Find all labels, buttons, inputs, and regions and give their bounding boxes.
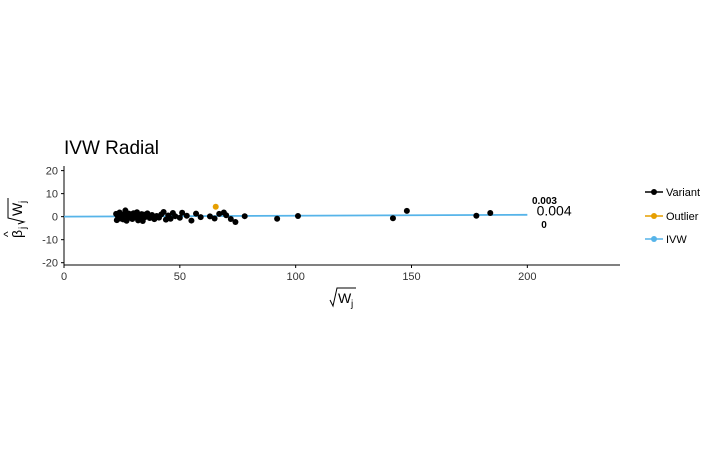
variant-point [241,213,248,220]
x-tick-label: 0 [61,271,67,283]
variant-point [294,212,301,219]
data-points-layer [113,203,494,225]
variant-point [172,213,179,220]
variant-point [274,215,281,222]
x-tick-label: 100 [286,271,304,283]
y-tick-label: -10 [42,235,58,247]
variant-point [144,210,151,217]
legend-item-variant: Variant [645,187,700,199]
svg-text:W: W [9,202,25,216]
svg-text:j: j [350,299,353,310]
variant-point [179,209,186,216]
x-tick-label: 50 [174,271,186,283]
variant-point [188,217,195,224]
annotation-label: 0.003 [532,196,557,207]
outlier-point [212,203,219,210]
annotation-label: 0.004 [537,203,572,219]
legend-item-outlier: Outlier [645,211,699,223]
chart-title: IVW Radial [64,138,159,159]
variant-point [183,212,190,219]
variant-point [211,215,218,222]
svg-text:Variant: Variant [666,187,700,199]
y-tick-label: -20 [42,258,58,270]
y-axis-ticks: -20 -10 0 10 20 [42,166,64,270]
variant-point [487,209,494,216]
variant-point [197,214,204,221]
y-tick-label: 0 [52,212,58,224]
svg-text:j: j [18,227,29,230]
variant-point [389,215,396,222]
legend: Variant Outlier IVW [645,187,700,246]
svg-text:Outlier: Outlier [666,211,699,223]
svg-text:IVW: IVW [666,234,687,246]
variant-point [176,214,183,221]
variant-point [216,210,223,217]
variant-point [167,215,174,222]
x-tick-label: 150 [402,271,420,283]
variant-point [206,213,213,220]
variant-point [227,215,234,222]
svg-text:j: j [18,201,29,204]
svg-text:^: ^ [1,231,15,237]
variant-point [232,218,239,225]
variant-point [160,209,167,216]
variant-point [403,207,410,214]
variant-point [193,210,200,217]
legend-item-ivw: IVW [645,234,687,246]
x-axis-title: W j [329,287,356,310]
y-tick-label: 10 [46,189,58,201]
y-axis-title: β ^ j W j [1,198,29,238]
x-tick-label: 200 [518,271,536,283]
x-axis-ticks: 0 50 100 150 200 [61,265,537,283]
annotation-label: 0 [541,220,547,231]
variant-point [223,212,230,219]
svg-text:W: W [338,290,352,306]
svg-text:β: β [9,230,25,238]
y-tick-label: 20 [46,166,58,178]
variant-point [473,212,480,219]
